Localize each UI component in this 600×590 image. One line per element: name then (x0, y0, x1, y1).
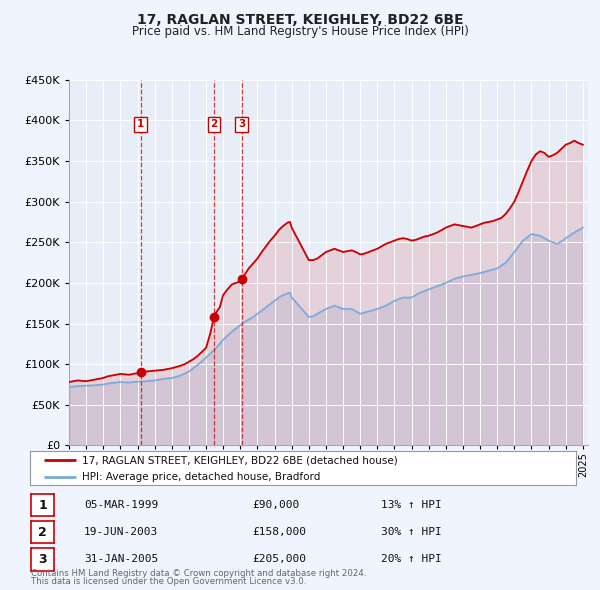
Text: 1: 1 (38, 499, 47, 512)
Text: 2: 2 (210, 119, 218, 129)
Text: 3: 3 (38, 553, 47, 566)
Text: 17, RAGLAN STREET, KEIGHLEY, BD22 6BE: 17, RAGLAN STREET, KEIGHLEY, BD22 6BE (137, 13, 463, 27)
Text: £90,000: £90,000 (252, 500, 299, 510)
Text: 17, RAGLAN STREET, KEIGHLEY, BD22 6BE (detached house): 17, RAGLAN STREET, KEIGHLEY, BD22 6BE (d… (82, 455, 398, 466)
Text: 2: 2 (38, 526, 47, 539)
Text: 30% ↑ HPI: 30% ↑ HPI (381, 527, 442, 537)
Text: 05-MAR-1999: 05-MAR-1999 (84, 500, 158, 510)
Text: Contains HM Land Registry data © Crown copyright and database right 2024.: Contains HM Land Registry data © Crown c… (31, 569, 367, 578)
Text: £205,000: £205,000 (252, 555, 306, 564)
Text: 3: 3 (238, 119, 245, 129)
Text: £158,000: £158,000 (252, 527, 306, 537)
Text: 20% ↑ HPI: 20% ↑ HPI (381, 555, 442, 564)
Text: Price paid vs. HM Land Registry's House Price Index (HPI): Price paid vs. HM Land Registry's House … (131, 25, 469, 38)
Text: This data is licensed under the Open Government Licence v3.0.: This data is licensed under the Open Gov… (31, 578, 307, 586)
Text: 31-JAN-2005: 31-JAN-2005 (84, 555, 158, 564)
Text: 13% ↑ HPI: 13% ↑ HPI (381, 500, 442, 510)
Text: 1: 1 (137, 119, 144, 129)
Text: 19-JUN-2003: 19-JUN-2003 (84, 527, 158, 537)
Text: HPI: Average price, detached house, Bradford: HPI: Average price, detached house, Brad… (82, 473, 320, 483)
